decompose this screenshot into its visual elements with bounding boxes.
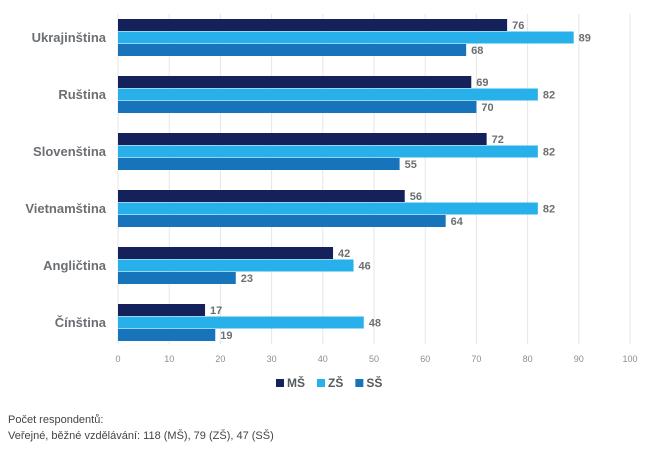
data-label: 48 [369, 318, 381, 330]
bar [118, 304, 206, 316]
bar [118, 44, 467, 56]
x-tick-label: 60 [420, 354, 430, 364]
bar [118, 31, 574, 44]
category-label: Ruština [58, 87, 106, 102]
bar [118, 101, 477, 113]
legend-label: SŠ [366, 375, 382, 390]
data-label: 76 [512, 20, 524, 32]
bar [118, 259, 354, 272]
bar [118, 133, 487, 145]
bar [118, 247, 334, 259]
data-label: 56 [410, 191, 422, 203]
legend-swatch [355, 379, 364, 387]
category-label: Vietnamština [25, 201, 106, 216]
x-tick-label: 90 [574, 354, 584, 364]
x-tick-label: 50 [369, 354, 379, 364]
data-label: 89 [579, 33, 591, 45]
footnote-respondents: Veřejné, běžné vzdělávání: 118 (MŠ), 79 … [8, 430, 274, 442]
x-tick-label: 100 [622, 354, 637, 364]
data-label: 72 [492, 134, 504, 146]
category-label: Slovenština [33, 144, 107, 159]
labels: 0 10 20 30 40 50 60 70 80 90 100 Ukrajinština 76 89 68… [25, 20, 637, 364]
gridlines [117, 14, 631, 344]
category-label: Čínština [55, 315, 107, 330]
data-label: 69 [476, 77, 488, 89]
bar [118, 272, 236, 284]
legend-swatch [276, 379, 284, 387]
data-label: 23 [241, 273, 253, 285]
data-label: 55 [405, 159, 417, 171]
bar [118, 215, 446, 227]
category-label: Ukrajinština [32, 30, 107, 45]
data-label: 70 [481, 102, 493, 114]
x-tick-label: 80 [523, 354, 533, 364]
bar [118, 19, 508, 31]
bar [118, 88, 538, 101]
bar [118, 76, 472, 88]
data-label: 46 [359, 261, 371, 273]
x-tick-label: 70 [471, 354, 481, 364]
legend: MŠ ZŠ SŠ [276, 375, 382, 390]
bar [118, 145, 538, 158]
x-tick-label: 10 [164, 354, 174, 364]
x-tick-label: 0 [115, 354, 120, 364]
x-tick-label: 40 [318, 354, 328, 364]
bar [118, 190, 405, 202]
data-label: 42 [338, 248, 350, 260]
data-label: 17 [210, 305, 222, 317]
data-label: 82 [543, 90, 555, 102]
bar [118, 202, 538, 215]
x-tick-label: 20 [215, 354, 225, 364]
bar [118, 316, 364, 329]
data-label: 64 [451, 216, 464, 228]
legend-swatch [317, 379, 325, 387]
data-label: 19 [220, 330, 232, 342]
bar-chart: 0 10 20 30 40 50 60 70 80 90 100 Ukrajinština 76 89 68… [25, 14, 638, 390]
bar [118, 158, 400, 170]
bars [118, 19, 574, 341]
data-label: 82 [543, 147, 555, 159]
footnote-title: Počet respondentů: [8, 414, 104, 426]
data-label: 68 [471, 45, 483, 57]
category-label: Angličtina [43, 258, 107, 273]
data-label: 82 [543, 204, 555, 216]
legend-label: ZŠ [328, 375, 343, 390]
x-tick-label: 30 [267, 354, 277, 364]
bar [118, 329, 216, 341]
legend-label: MŠ [287, 375, 305, 390]
